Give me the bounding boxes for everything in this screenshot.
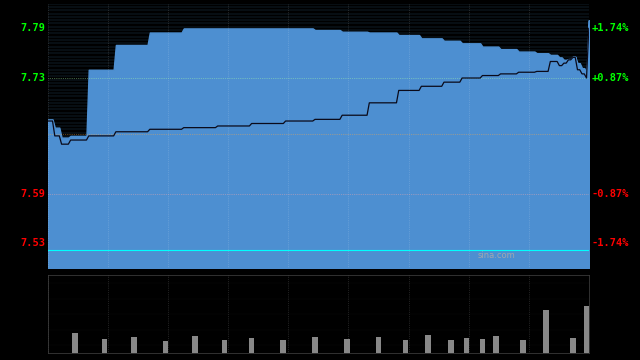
Bar	[493, 336, 499, 353]
Bar	[249, 338, 255, 353]
Bar	[570, 338, 576, 353]
Bar	[192, 336, 198, 353]
Bar	[102, 339, 108, 353]
Bar	[520, 339, 526, 353]
Bar	[376, 337, 381, 353]
Bar	[543, 310, 548, 353]
Bar	[344, 339, 349, 353]
Text: sina.com: sina.com	[478, 251, 516, 260]
Bar	[312, 337, 318, 353]
Text: 7.79: 7.79	[20, 23, 45, 33]
Text: +1.74%: +1.74%	[591, 23, 629, 33]
Bar	[448, 341, 454, 353]
Bar	[403, 339, 408, 353]
Text: 7.73: 7.73	[20, 73, 45, 83]
Bar	[221, 339, 227, 353]
Bar	[280, 341, 286, 353]
Bar	[163, 341, 168, 353]
Bar	[586, 341, 591, 353]
Text: -1.74%: -1.74%	[591, 238, 629, 248]
Bar	[584, 306, 589, 353]
Bar	[464, 338, 469, 353]
Text: -0.87%: -0.87%	[591, 189, 629, 199]
Bar	[426, 335, 431, 353]
Text: +0.87%: +0.87%	[591, 73, 629, 83]
Text: 7.59: 7.59	[20, 189, 45, 199]
Bar	[72, 333, 78, 353]
Bar	[131, 337, 137, 353]
Bar	[479, 339, 485, 353]
Text: 7.53: 7.53	[20, 238, 45, 248]
